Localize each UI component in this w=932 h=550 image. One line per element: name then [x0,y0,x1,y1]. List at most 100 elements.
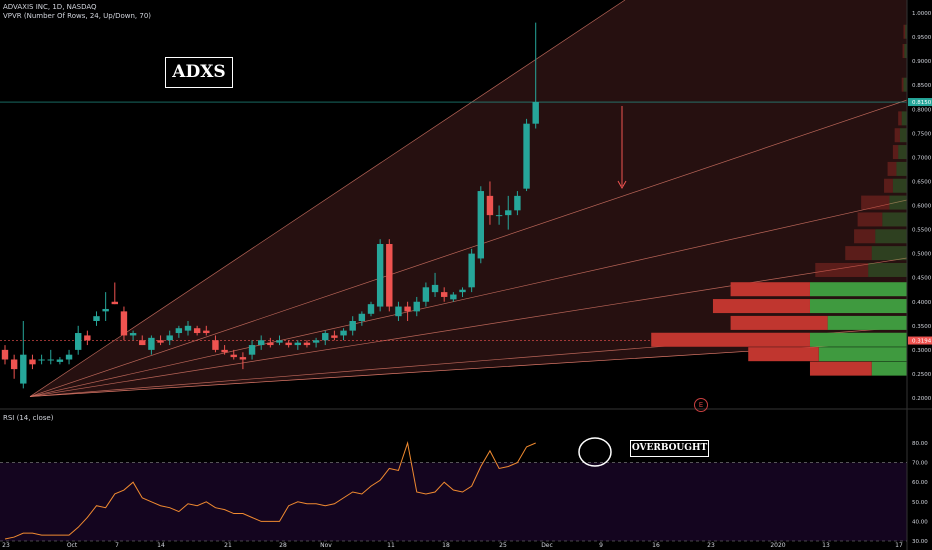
price-tick-label: 0.9000 [912,59,932,65]
candle-body [285,342,292,346]
x-tick-label: 23 [2,542,10,549]
candle-body [1,349,9,360]
vpvr-up-bar [903,77,907,92]
price-tick-label: 0.4500 [912,276,932,282]
x-tick-label: 25 [499,542,507,549]
rsi-line [4,441,536,540]
candle-body [294,342,301,346]
candle-body [312,340,320,343]
price-tick-label: 0.9500 [912,35,932,41]
vpvr-down-bar [730,315,828,330]
vpvr-down-bar [748,347,819,362]
rsi-tick-label: 60.00 [912,480,928,486]
rsi-tick-label: 40.00 [912,519,928,525]
candle-body [276,340,283,343]
candle-body [358,313,366,321]
vpvr-up-bar [899,128,907,143]
candle-body [129,333,137,336]
price-tick-label: 0.6000 [912,204,932,210]
x-tick-label: Oct [67,542,78,549]
candle-body [514,195,521,211]
chart-title: ADVAXIS INC, 1D, NASDAQ [3,3,97,11]
candle-body [65,354,73,360]
vpvr-down-bar [809,361,872,376]
candle-body [367,304,375,314]
candle-body [75,333,82,350]
x-tick-label: 2020 [770,542,785,549]
vpvr-indicator-label[interactable]: VPVR (Number Of Rows, 24, Up/Down, 70) [3,12,152,20]
candle-body [38,359,45,361]
candle-body [505,210,512,216]
price-tick-label: 0.7500 [912,131,932,137]
vpvr-up-bar [882,212,907,227]
x-tick-label: Nov [320,542,332,549]
x-tick-label: Dec [541,542,553,549]
price-tick-label: 1.0000 [912,11,932,17]
candle-body [495,215,503,217]
candle-body [322,333,329,341]
x-tick-label: 23 [707,542,715,549]
candle-body [93,316,100,321]
x-tick-label: 18 [442,542,450,549]
candle-body [532,102,539,124]
earnings-marker[interactable]: E [694,398,708,412]
vpvr-up-bar [896,161,907,176]
fan-line [29,257,908,397]
fan-line [29,199,908,397]
price-tag [908,98,932,107]
candle-body [413,301,420,312]
candle-body [230,354,237,358]
x-tick-label: 16 [652,542,660,549]
candle-body [331,335,338,338]
vpvr-up-bar [875,229,907,244]
vpvr-up-bar [898,145,907,160]
vpvr-down-bar [884,178,893,193]
x-tick-label: 28 [279,542,287,549]
price-tick-label: 0.3000 [912,348,932,354]
price-tick-label: 0.4000 [912,300,932,306]
candle-body [523,123,530,189]
vpvr-down-bar [894,128,900,143]
candle-body [212,340,219,350]
candle-body [340,330,347,336]
price-tag [908,336,932,345]
candle-body [486,195,494,216]
vpvr-down-bar [845,246,872,261]
candle-body [239,357,247,360]
x-tick-label: 21 [224,542,232,549]
rsi-band-fill [0,462,907,541]
candle-body [29,359,36,365]
candle-body [349,321,356,331]
vpvr-down-bar [892,145,899,160]
candle-body [431,284,439,293]
vpvr-down-bar [854,229,876,244]
candle-body [120,311,128,336]
rsi-indicator-label[interactable]: RSI (14, close) [3,414,54,422]
vpvr-up-bar [905,24,907,39]
vpvr-down-bar [901,77,904,92]
vpvr-up-bar [827,315,907,330]
vpvr-up-bar [818,347,907,362]
price-tag-label: 0.8150 [912,100,932,106]
vpvr-up-bar [809,332,907,347]
price-tick-label: 0.7000 [912,155,932,161]
fan-shading [30,0,907,397]
overbought-annotation: OVERBOUGHT [630,440,709,457]
candle-body [303,342,311,346]
x-tick-label: 9 [599,542,603,549]
vpvr-up-bar [868,262,907,277]
candle-body [184,325,192,331]
candle-body [111,301,118,305]
vpvr-down-bar [861,195,890,210]
price-tick-label: 0.6500 [912,179,932,185]
price-tick-label: 0.5500 [912,228,932,234]
price-tick-label: 0.8500 [912,83,932,89]
vpvr-down-bar [903,24,906,39]
rsi-tick-label: 80.00 [912,441,928,447]
candle-body [468,253,475,288]
price-tick-label: 0.8000 [912,107,932,113]
rsi-tick-label: 50.00 [912,500,928,506]
overbought-circle [578,437,612,467]
candle-body [422,287,430,302]
